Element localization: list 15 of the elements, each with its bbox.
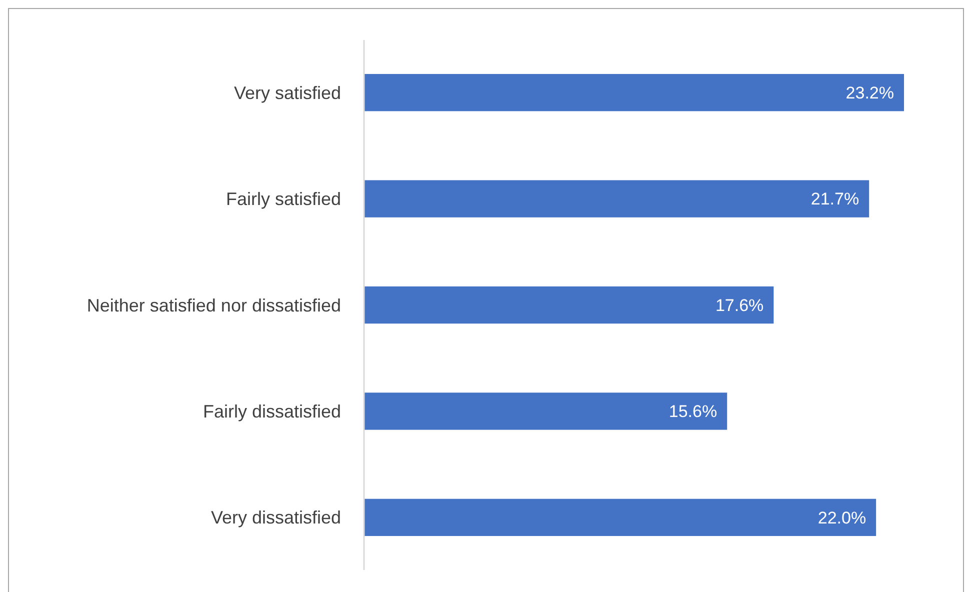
bar (364, 498, 876, 536)
bar (364, 392, 728, 430)
data-label: 22.0% (818, 508, 866, 528)
data-label: 15.6% (668, 402, 718, 422)
bar (364, 180, 870, 218)
y-tick-label: Fairly dissatisfied (202, 402, 341, 422)
bar (364, 286, 774, 324)
data-label: 17.6% (715, 296, 764, 315)
bar (364, 74, 904, 112)
data-label: 23.2% (846, 84, 894, 103)
data-label: 21.7% (810, 190, 860, 209)
y-tick-label: Neither satisfied nor dissatisfied (86, 295, 341, 316)
y-tick-label: Very satisfied (234, 82, 341, 103)
y-tick-label: Very dissatisfied (210, 508, 341, 528)
y-tick-label: Fairly satisfied (226, 189, 341, 210)
